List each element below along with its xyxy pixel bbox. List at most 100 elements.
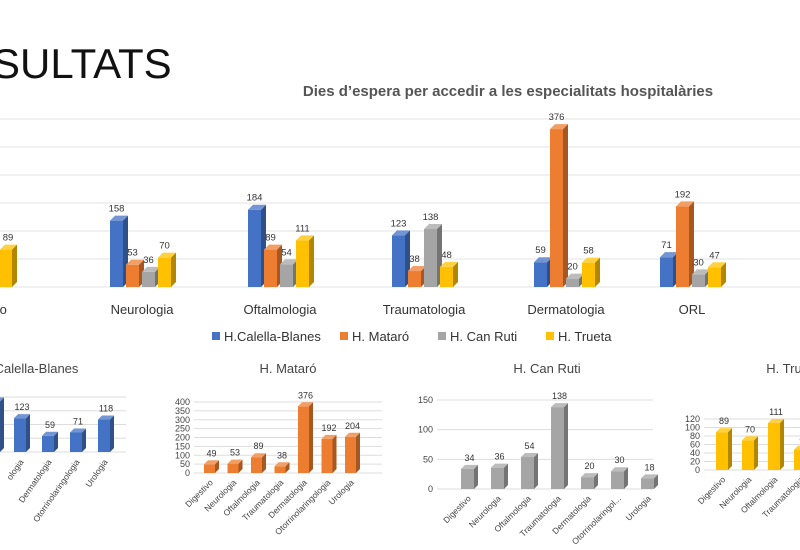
bar-h-calella-blanes — [248, 204, 266, 287]
legend-swatch — [340, 332, 348, 340]
bar — [227, 459, 243, 473]
bar — [551, 403, 568, 489]
bar — [251, 453, 266, 473]
y-tick-label: 0 — [695, 465, 700, 475]
data-label: 54 — [524, 441, 534, 451]
y-tick-label: 0 — [428, 484, 433, 494]
chart-title: H. Can Ruti — [513, 361, 580, 376]
bar — [298, 402, 313, 473]
data-label: 192 — [321, 423, 336, 433]
y-tick-label: 150 — [175, 441, 190, 451]
y-tick-label: 120 — [685, 414, 700, 424]
data-label: 58 — [583, 246, 594, 257]
y-tick-label: 200 — [175, 433, 190, 443]
bar — [70, 428, 86, 452]
chart-title: H. Tru — [766, 361, 800, 376]
y-tick-label: 100 — [685, 423, 700, 433]
bar-h-can-ruti — [280, 259, 298, 287]
data-label: 138 — [423, 212, 439, 223]
bar-h-calella-blanes — [660, 252, 678, 287]
bar-h-calella-blanes — [534, 257, 552, 287]
data-label: 18 — [644, 462, 654, 472]
bar-h-trueta — [582, 257, 600, 287]
chart-title: H.Calella-Blanes — [0, 361, 79, 376]
y-tick-label: 40 — [690, 448, 700, 458]
x-tick-label: vo — [0, 302, 7, 317]
data-label: 38 — [409, 254, 420, 265]
y-tick-label: 300 — [175, 415, 190, 425]
bar — [491, 463, 508, 489]
bar-h-matar- — [264, 244, 282, 287]
y-tick-label: 20 — [690, 457, 700, 467]
bar-h-trueta — [440, 261, 458, 287]
y-tick-label: 60 — [690, 440, 700, 450]
bar-h-can-ruti — [566, 273, 584, 287]
data-label: 70 — [745, 424, 755, 434]
x-tick-label: Urologia — [83, 457, 110, 489]
legend-label: H. Can Ruti — [450, 329, 517, 344]
data-label: 34 — [464, 453, 474, 463]
main-chart: Dies d’espera per accedir a les especial… — [0, 83, 800, 344]
data-label: 376 — [549, 112, 565, 123]
bar-h-trueta — [708, 262, 726, 287]
bar — [641, 474, 658, 489]
y-tick-label: 50 — [423, 454, 433, 464]
bar — [768, 418, 784, 470]
y-tick-label: 350 — [175, 406, 190, 416]
data-label: 204 — [345, 421, 360, 431]
y-tick-label: 100 — [418, 425, 433, 435]
data-label: 376 — [298, 390, 313, 400]
chart-title: H. Mataró — [259, 361, 316, 376]
bar-h-calella-blanes — [392, 230, 410, 287]
y-tick-label: 80 — [690, 431, 700, 441]
bar-h-matar- — [676, 201, 694, 287]
x-tick-label: Dermatologia — [527, 302, 605, 317]
y-tick-label: 150 — [418, 395, 433, 405]
x-tick-label: Urologia — [623, 493, 653, 523]
bar-h-can-ruti — [692, 269, 710, 287]
bar — [742, 436, 758, 470]
bar-h-calella-blanes — [110, 215, 128, 287]
bar — [521, 452, 538, 489]
bar — [274, 462, 290, 473]
canruti-chart: H. Can Ruti05010015034Digestivo36Neurolo… — [418, 361, 658, 547]
data-label: 138 — [552, 391, 567, 401]
data-label: 30 — [614, 455, 624, 465]
x-tick-label: ORL — [679, 302, 706, 317]
bar — [42, 431, 58, 452]
bar-h-trueta — [296, 235, 314, 287]
data-label: 192 — [675, 189, 691, 200]
bar — [794, 445, 800, 470]
calella-chart: H.Calella-Blanes123ologia59Dermatologia7… — [0, 361, 126, 524]
bar-h-matar- — [408, 266, 426, 287]
y-tick-label: 0 — [185, 468, 190, 478]
bar — [321, 434, 337, 473]
mataro-chart: H. Mataró05010015020025030035040049Diges… — [175, 361, 382, 537]
x-tick-label: Neurologia — [111, 302, 175, 317]
data-label: 59 — [535, 245, 546, 256]
data-label: 71 — [73, 416, 83, 426]
bar — [345, 432, 360, 473]
data-label: 47 — [709, 250, 720, 261]
data-label: 111 — [769, 407, 783, 417]
bar-h-trueta — [158, 252, 176, 287]
data-label: 38 — [277, 450, 287, 460]
bar — [716, 428, 732, 470]
y-tick-label: 100 — [175, 450, 190, 460]
data-label: 48 — [441, 250, 452, 261]
bar-h-can-ruti — [424, 224, 442, 287]
data-label: 123 — [14, 402, 29, 412]
data-label: 89 — [3, 233, 14, 244]
data-label: 71 — [661, 240, 672, 251]
bar-h-trueta — [0, 244, 17, 287]
data-label: 20 — [584, 461, 594, 471]
data-label: 118 — [99, 404, 113, 414]
data-label: 89 — [719, 416, 729, 426]
legend-label: H. Mataró — [352, 329, 409, 344]
data-label: 36 — [494, 452, 504, 462]
legend-swatch — [438, 332, 446, 340]
slide-title: SULTATS — [0, 40, 172, 87]
data-label: 123 — [391, 218, 407, 229]
bar — [611, 467, 628, 489]
data-label: 59 — [45, 420, 55, 430]
